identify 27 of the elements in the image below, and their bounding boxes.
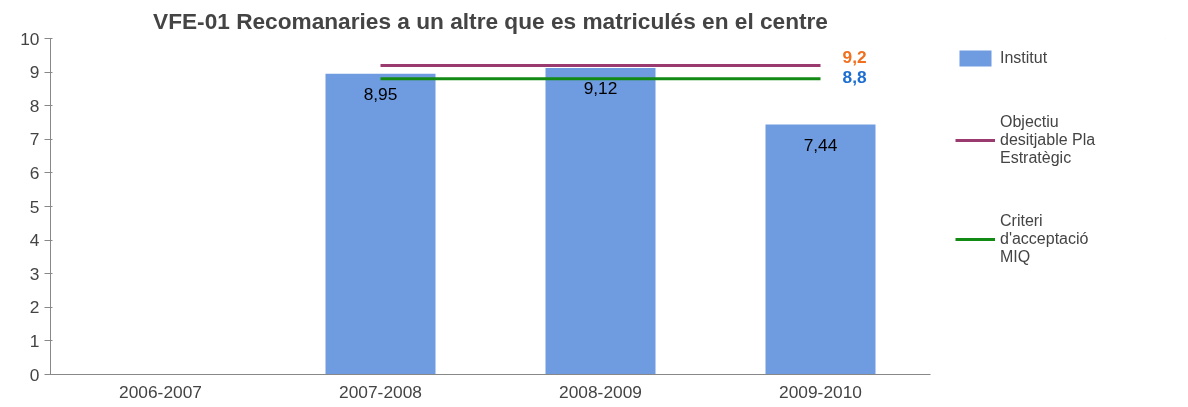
x-tick-label: 2007-2008 (339, 381, 422, 402)
data-label: 8,8 (842, 67, 867, 88)
data-label: 9,12 (583, 78, 618, 99)
x-tick-label: 2009-2010 (779, 381, 862, 402)
x-tick-label: 2008-2009 (559, 381, 642, 402)
chart-title: VFE-01 Recomanaries a un altre que es matriculés en el centre (153, 7, 828, 34)
legend-label: Criteri d'acceptació MIQ (1000, 212, 1089, 266)
y-tick-label: 4 (29, 230, 40, 251)
y-tick-label: 3 (29, 263, 40, 284)
y-tick-label: 8 (29, 95, 40, 116)
legend-label: Institut (1000, 49, 1048, 67)
y-tick-label: 6 (29, 162, 40, 183)
bar (765, 124, 876, 375)
data-label: 8,95 (363, 83, 398, 104)
bar (325, 73, 436, 375)
y-tick-label: 5 (29, 196, 40, 217)
data-label: 7,44 (803, 134, 838, 155)
legend-label: Objectiu desitjable Pla Estratègic (1000, 113, 1096, 167)
y-tick-label: 10 (20, 28, 40, 49)
y-tick-label: 0 (29, 364, 40, 385)
data-label: 9,2 (842, 46, 867, 67)
bar (545, 68, 656, 375)
x-tick-label: 2006-2007 (119, 381, 202, 402)
y-tick-label: 7 (29, 129, 40, 150)
y-tick-label: 9 (29, 62, 40, 83)
y-tick-label: 1 (29, 330, 40, 351)
y-tick-label: 2 (29, 297, 40, 318)
